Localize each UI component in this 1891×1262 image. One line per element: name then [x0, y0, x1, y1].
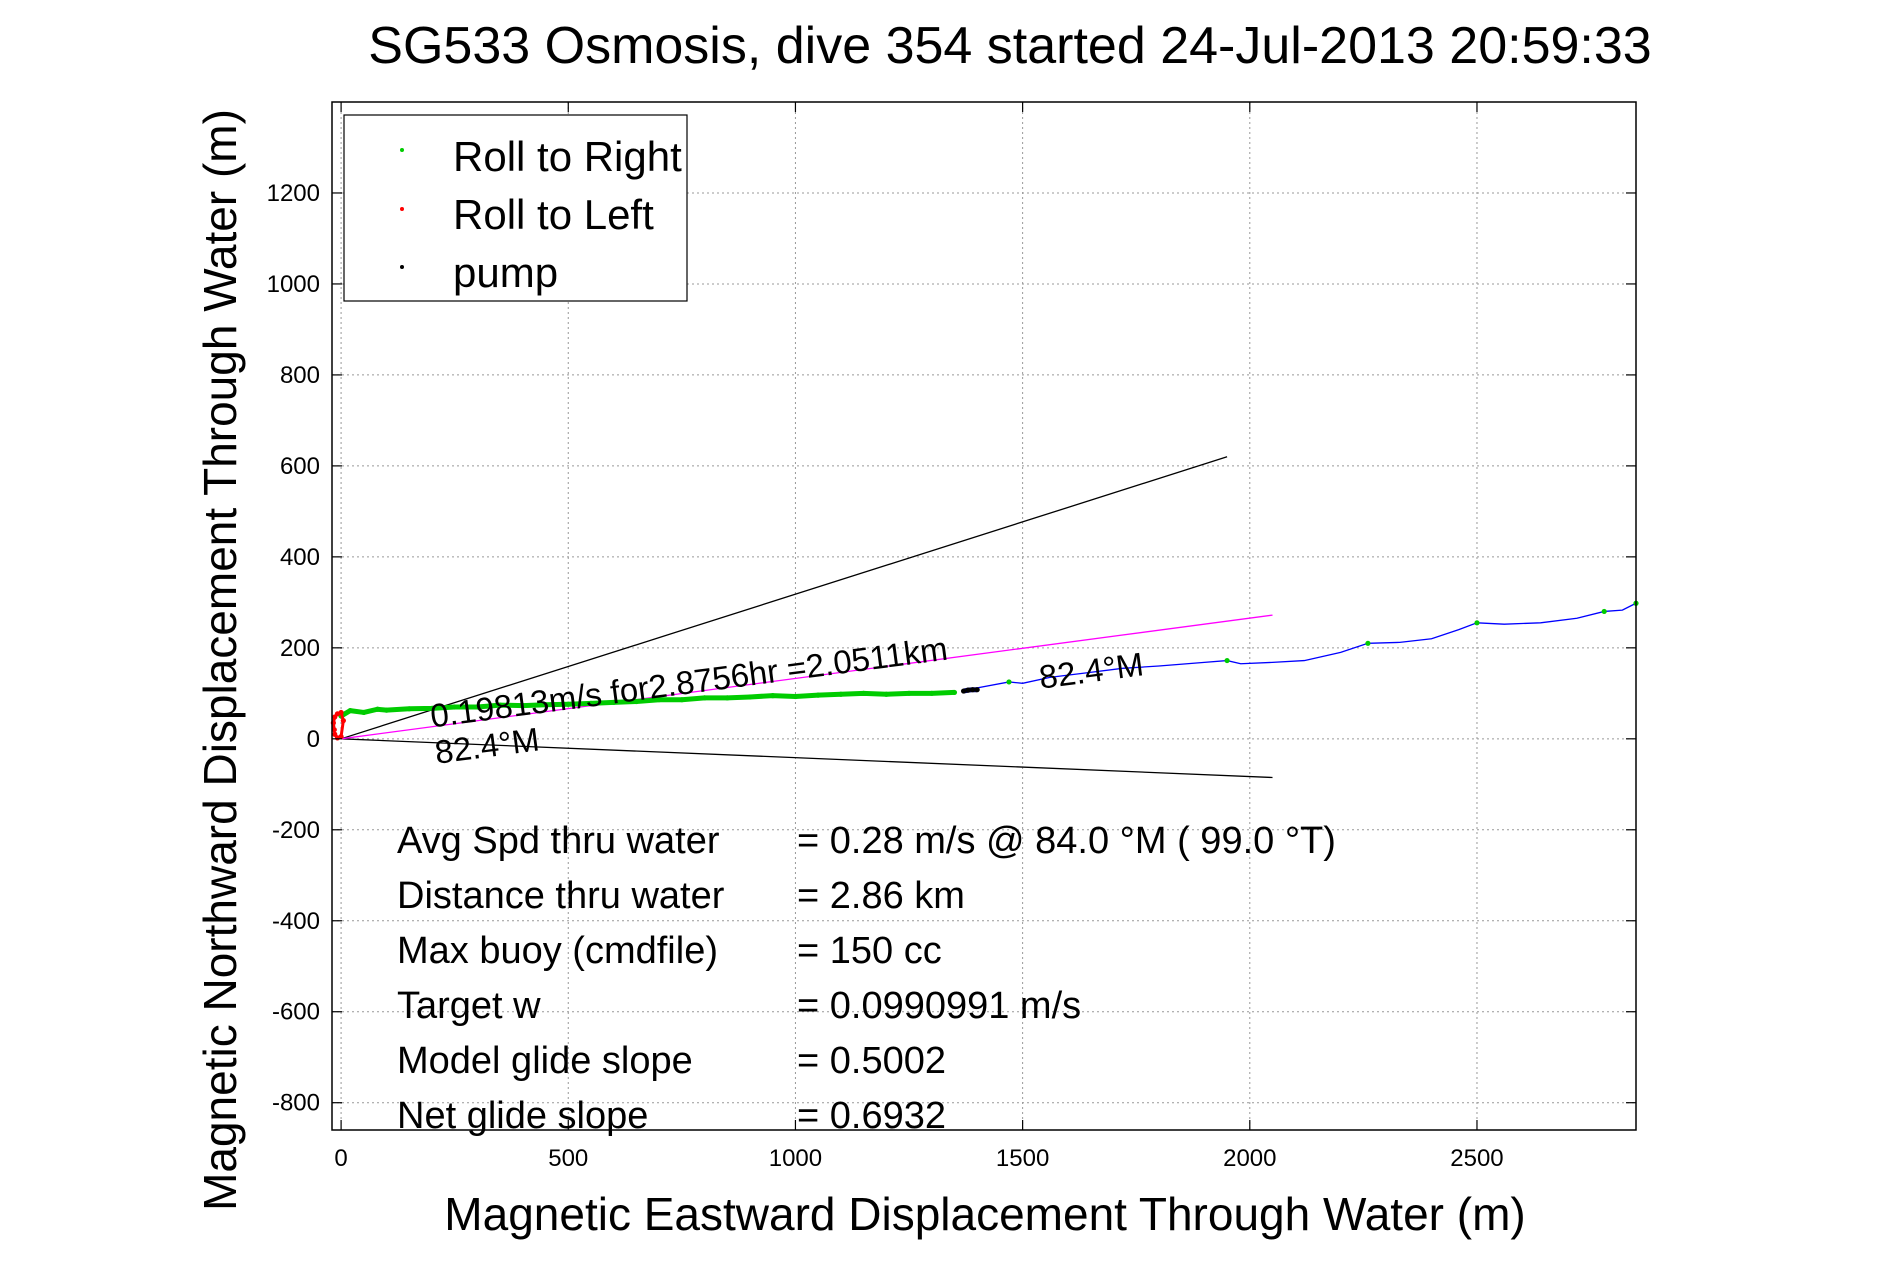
- roll-to-right-point: [701, 695, 708, 701]
- y-tick-label: 0: [307, 726, 320, 753]
- y-axis-label: Magnetic Northward Displacement Through …: [194, 109, 246, 1211]
- y-tick-label: 400: [280, 544, 320, 571]
- roll-to-left-point: [332, 731, 338, 737]
- roll-to-right-point: [588, 700, 594, 706]
- roll-to-right-point: [633, 698, 640, 705]
- chart-title: SG533 Osmosis, dive 354 started 24-Jul-2…: [368, 17, 1651, 75]
- roll-to-right-point: [1365, 640, 1371, 646]
- roll-to-right-point: [838, 691, 844, 697]
- x-tick-label: 2000: [1223, 1145, 1276, 1172]
- roll-to-right-point: [474, 704, 480, 710]
- roll-to-right-point: [1006, 679, 1012, 685]
- roll-to-right-point: [347, 708, 353, 714]
- stat-label-model-glide: Model glide slope: [397, 1040, 693, 1082]
- reference-line: [341, 614, 1273, 740]
- x-tick-label: 0: [334, 1145, 347, 1172]
- roll-to-right-point: [497, 702, 503, 708]
- roll-to-right-point: [452, 704, 458, 710]
- legend-marker-roll-right: [400, 148, 404, 152]
- roll-to-right-point: [520, 703, 526, 709]
- y-tick-label: -600: [272, 999, 320, 1026]
- roll-to-right-point: [374, 706, 381, 712]
- y-tick-label: 1000: [267, 271, 320, 298]
- roll-to-right-point: [656, 697, 662, 703]
- legend: Roll to Right Roll to Left pump: [343, 114, 688, 302]
- roll-to-right-point: [724, 695, 730, 701]
- roll-to-right-point: [1601, 608, 1607, 615]
- stat-label-distance: Distance thru water: [397, 875, 725, 917]
- y-tick-label: -800: [272, 1090, 320, 1117]
- stat-value-max-buoy: = 150 cc: [797, 930, 942, 972]
- x-axis-label: Magnetic Eastward Displacement Through W…: [444, 1188, 1525, 1240]
- roll-to-right-point: [1224, 657, 1230, 664]
- stat-value-target-w: = 0.0990991 m/s: [797, 985, 1081, 1027]
- roll-to-right-point: [1474, 620, 1480, 626]
- pump-point: [970, 687, 976, 693]
- roll-to-right-point: [611, 699, 617, 706]
- axis-ticks: 0 500 1000 1500 2000 2500 -800 -600 -400 -200 0 200…: [267, 102, 1636, 1172]
- plot-frame: [331, 101, 1637, 1131]
- y-tick-label: 200: [280, 635, 320, 662]
- stat-label-net-glide: Net glide slope: [397, 1095, 648, 1137]
- reference-line: [340, 456, 1228, 740]
- stat-label-target-w: Target w: [397, 985, 541, 1027]
- x-tick-label: 1000: [769, 1145, 822, 1172]
- series-layer: [330, 600, 1639, 741]
- roll-to-right-point: [929, 690, 935, 696]
- stats-block: Avg Spd thru water = 0.28 m/s @ 84.0 °M …: [397, 820, 1336, 1137]
- roll-to-right-point: [815, 692, 821, 698]
- y-tick-label: 800: [280, 362, 320, 389]
- pump-point: [974, 687, 980, 693]
- roll-right-trace: [339, 689, 955, 719]
- pump-point: [965, 687, 971, 693]
- roll-to-right-point: [883, 691, 889, 697]
- roll-to-right-point: [792, 693, 799, 700]
- roll-to-right-point: [406, 706, 412, 712]
- roll-to-left-point: [331, 727, 337, 733]
- stat-value-distance: = 2.86 km: [797, 875, 965, 917]
- x-tick-label: 2500: [1450, 1145, 1503, 1172]
- legend-marker-pump: [400, 265, 404, 269]
- y-tick-label: -200: [272, 817, 320, 844]
- legend-label-roll-left: Roll to Left: [453, 191, 654, 238]
- y-tick-label: 1200: [267, 180, 320, 207]
- pump-point: [960, 688, 967, 694]
- grid: [332, 102, 1636, 1130]
- roll-to-right-point: [860, 690, 867, 696]
- roll-to-right-point: [429, 705, 435, 711]
- reference-lines: [340, 456, 1273, 779]
- roll-to-right-point: [951, 689, 958, 696]
- stat-value-model-glide: = 0.5002: [797, 1040, 946, 1082]
- roll-to-right-point: [679, 697, 685, 703]
- reference-line: [341, 738, 1273, 779]
- series-line-track: [972, 602, 1637, 690]
- stat-label-avg-speed: Avg Spd thru water: [397, 820, 720, 862]
- legend-marker-roll-left: [400, 207, 404, 211]
- roll-to-left-point: [340, 718, 346, 724]
- stat-label-max-buoy: Max buoy (cmdfile): [397, 930, 718, 972]
- roll-to-right-point: [383, 707, 390, 713]
- x-tick-label: 1500: [996, 1145, 1049, 1172]
- x-tick-label: 500: [548, 1145, 588, 1172]
- y-tick-label: 600: [280, 453, 320, 480]
- roll-to-right-point: [542, 702, 549, 708]
- roll-to-right-point: [565, 701, 571, 707]
- roll-to-right-point: [747, 694, 753, 700]
- legend-label-pump: pump: [453, 249, 558, 296]
- legend-label-roll-right: Roll to Right: [453, 133, 682, 180]
- roll-to-right-point: [906, 690, 912, 696]
- roll-to-right-point: [770, 693, 776, 699]
- roll-to-right-point: [361, 709, 367, 716]
- y-tick-label: -400: [272, 908, 320, 935]
- roll-to-left-point: [338, 709, 344, 716]
- stat-value-avg-speed: = 0.28 m/s @ 84.0 °M ( 99.0 °T): [797, 820, 1336, 862]
- stat-value-net-glide: = 0.6932: [797, 1095, 946, 1137]
